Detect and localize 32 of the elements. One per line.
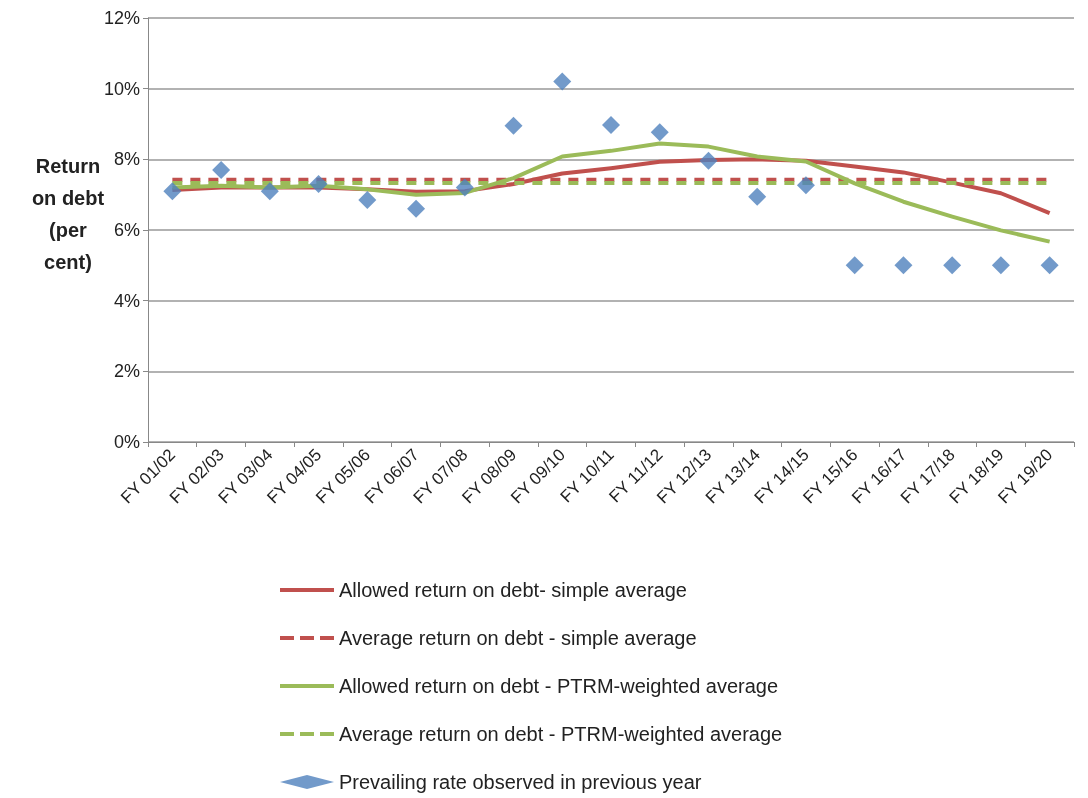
point (796, 176, 815, 195)
point (358, 190, 377, 209)
point (943, 256, 962, 275)
y-tick-label: 10% (103, 78, 140, 99)
point (699, 151, 718, 170)
point (553, 72, 572, 91)
point (407, 199, 426, 218)
point (991, 256, 1010, 275)
y-axis-title: Return on debt (per cent) (30, 154, 106, 275)
point (602, 116, 620, 135)
point (748, 187, 767, 206)
y-tick-label: 2% (113, 361, 140, 382)
legend-label: Prevailing rate observed in previous year (339, 771, 702, 793)
legend-label: Average return on debt - simple average (339, 627, 697, 649)
y-tick-label: 12% (103, 8, 140, 28)
y-tick-label: 0% (113, 432, 140, 452)
y-tick-label: 8% (113, 149, 140, 170)
point (212, 160, 231, 179)
point (845, 256, 864, 275)
point (455, 178, 474, 197)
point (650, 123, 669, 142)
legend-label: Allowed return on debt- simple average (339, 579, 687, 601)
y-tick-label: 6% (113, 220, 140, 240)
y-tick-label: 4% (113, 290, 140, 311)
legend-label: Allowed return on debt - PTRM-weighted average (339, 675, 779, 697)
point (163, 182, 182, 201)
legend-label: Average return on debt - PTRM-weighted average (339, 723, 783, 745)
point (1040, 256, 1059, 275)
point (309, 175, 328, 194)
point (894, 256, 913, 275)
point (260, 182, 279, 201)
point (504, 116, 523, 135)
